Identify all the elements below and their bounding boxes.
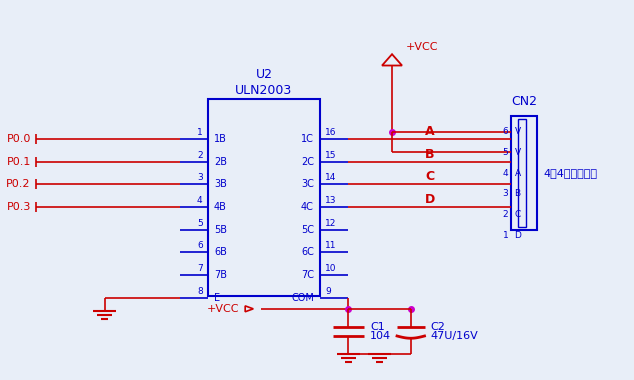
Text: C: C bbox=[515, 210, 521, 219]
Text: 3B: 3B bbox=[214, 179, 227, 189]
Text: 9: 9 bbox=[325, 287, 331, 296]
Text: CN2: CN2 bbox=[511, 95, 537, 108]
Text: 15: 15 bbox=[325, 151, 337, 160]
Text: COM: COM bbox=[291, 293, 314, 302]
Text: 4C: 4C bbox=[301, 202, 314, 212]
Bar bbox=[511, 116, 537, 230]
Text: 2: 2 bbox=[197, 151, 203, 160]
Text: ULN2003: ULN2003 bbox=[235, 84, 292, 97]
Text: 4: 4 bbox=[503, 168, 508, 177]
Text: +VCC: +VCC bbox=[406, 42, 438, 52]
Text: B: B bbox=[425, 148, 434, 161]
Text: P0.2: P0.2 bbox=[6, 179, 31, 189]
Text: 3C: 3C bbox=[301, 179, 314, 189]
Text: 7: 7 bbox=[197, 264, 203, 273]
Text: 2C: 2C bbox=[301, 157, 314, 167]
Text: 5: 5 bbox=[197, 219, 203, 228]
Text: 1: 1 bbox=[197, 128, 203, 137]
Text: 16: 16 bbox=[325, 128, 337, 137]
Text: 4B: 4B bbox=[214, 202, 227, 212]
Text: V: V bbox=[515, 148, 521, 157]
Text: C: C bbox=[425, 170, 434, 183]
Text: 8: 8 bbox=[197, 287, 203, 296]
Text: 7B: 7B bbox=[214, 270, 227, 280]
Text: D: D bbox=[515, 231, 521, 240]
Text: E: E bbox=[214, 293, 220, 302]
Text: 10: 10 bbox=[325, 264, 337, 273]
Text: 2B: 2B bbox=[214, 157, 227, 167]
Text: 2: 2 bbox=[503, 210, 508, 219]
Text: C2: C2 bbox=[430, 322, 446, 332]
Text: 4相4相步进电机: 4相4相步进电机 bbox=[543, 168, 597, 178]
Text: 1: 1 bbox=[503, 231, 508, 240]
Text: A: A bbox=[515, 168, 521, 177]
Text: 104: 104 bbox=[370, 331, 391, 341]
Text: 5C: 5C bbox=[301, 225, 314, 234]
Text: 1B: 1B bbox=[214, 134, 227, 144]
Text: P0.1: P0.1 bbox=[6, 157, 31, 167]
Text: 13: 13 bbox=[325, 196, 337, 205]
Text: P0.3: P0.3 bbox=[6, 202, 31, 212]
Text: 12: 12 bbox=[325, 219, 337, 228]
Text: +VCC: +VCC bbox=[207, 304, 239, 314]
Text: 4: 4 bbox=[197, 196, 203, 205]
Text: 11: 11 bbox=[325, 241, 337, 250]
Text: P0.0: P0.0 bbox=[6, 134, 31, 144]
Bar bbox=[208, 100, 320, 296]
Text: D: D bbox=[424, 193, 435, 206]
Text: 14: 14 bbox=[325, 173, 337, 182]
Text: 3: 3 bbox=[197, 173, 203, 182]
Text: 6C: 6C bbox=[301, 247, 314, 257]
Text: 6B: 6B bbox=[214, 247, 227, 257]
Text: C1: C1 bbox=[370, 322, 385, 332]
Text: 5: 5 bbox=[503, 148, 508, 157]
Text: 47U/16V: 47U/16V bbox=[430, 331, 479, 341]
Text: 3: 3 bbox=[503, 189, 508, 198]
Text: 1C: 1C bbox=[301, 134, 314, 144]
Text: U2: U2 bbox=[256, 68, 273, 81]
Bar bbox=[517, 119, 526, 226]
Text: 6: 6 bbox=[197, 241, 203, 250]
Text: 5B: 5B bbox=[214, 225, 227, 234]
Text: A: A bbox=[425, 125, 434, 138]
Text: V: V bbox=[515, 127, 521, 136]
Text: B: B bbox=[515, 189, 521, 198]
Text: 6: 6 bbox=[503, 127, 508, 136]
Text: 7C: 7C bbox=[301, 270, 314, 280]
